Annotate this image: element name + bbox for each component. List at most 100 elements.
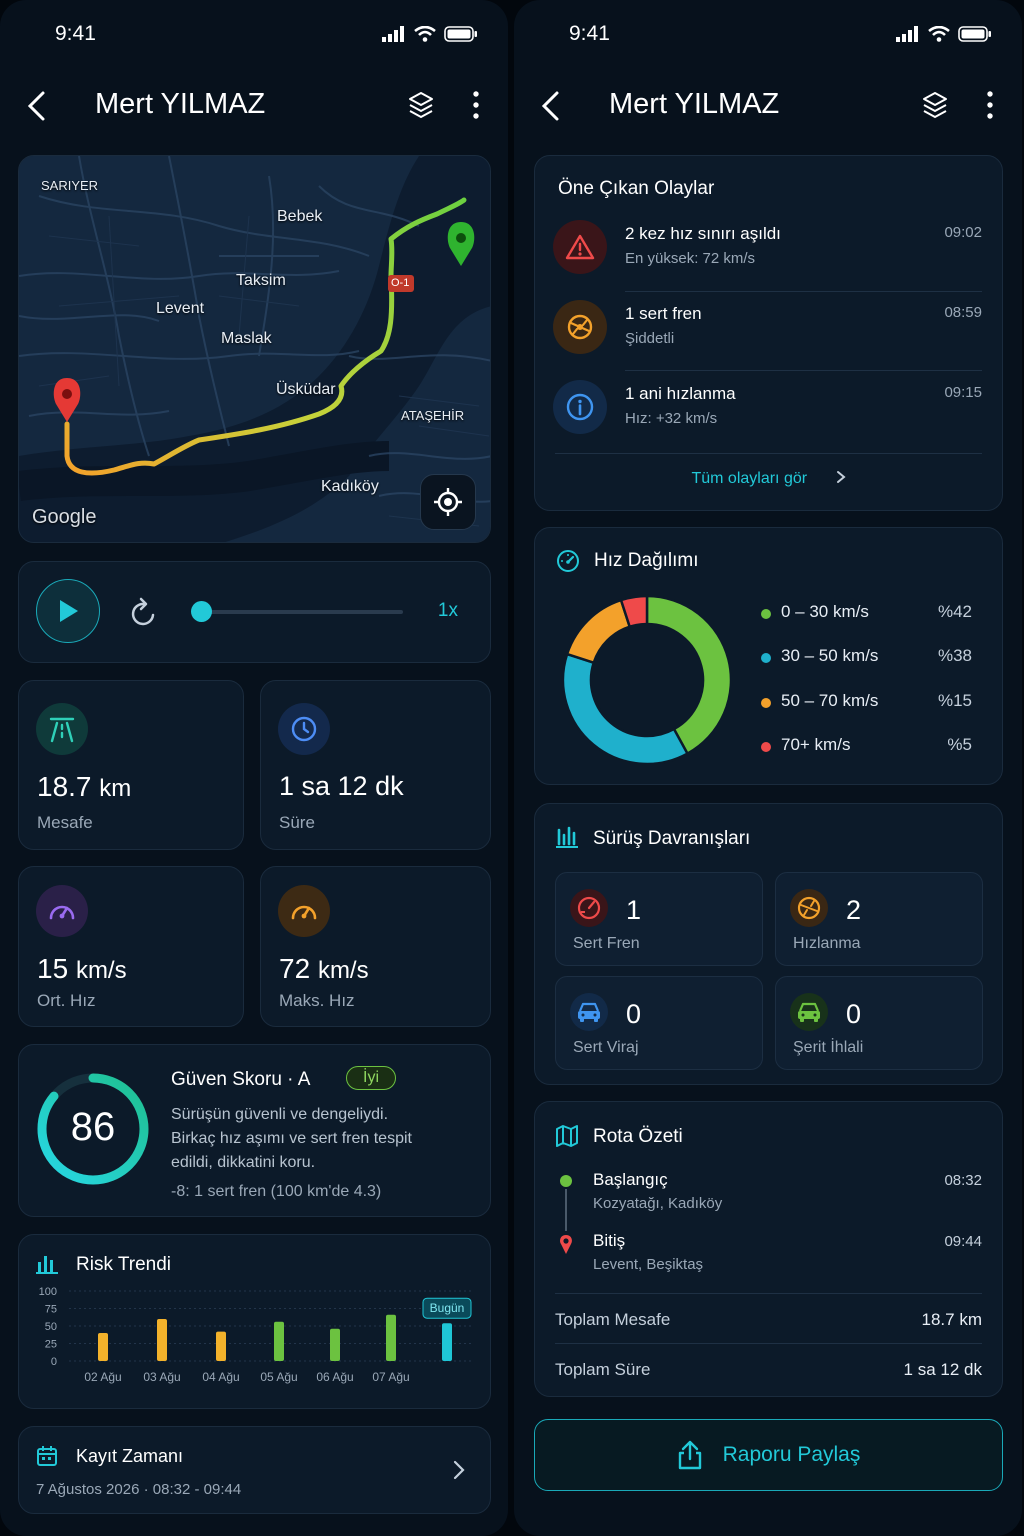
x-tick-label: 02 Ağu xyxy=(84,1370,121,1384)
see-all-events-link[interactable]: Tüm olayları gör xyxy=(535,470,1002,488)
legend-item: 0 – 30 km/s %42 xyxy=(761,602,972,626)
event-time: 09:15 xyxy=(944,384,982,401)
car-lane-icon xyxy=(790,993,828,1031)
gauge-icon xyxy=(557,550,579,572)
replay-icon[interactable] xyxy=(129,596,159,628)
stat-duration: 1 sa 12 dk Süre xyxy=(260,680,491,850)
battery-icon xyxy=(444,26,477,42)
duration-value: 1 sa 12 dk xyxy=(279,771,404,801)
risk-bar xyxy=(216,1331,226,1361)
behavior-count: 2 xyxy=(846,895,862,925)
behavior-label: Sert Fren xyxy=(573,935,640,952)
recenter-button[interactable] xyxy=(420,474,476,530)
risk-trend-card: Risk Trendi 100 75 50 25 0 02 Ağu 03 Ağu 04 Ağu… xyxy=(18,1234,491,1409)
map-label-kadikoy: Kadıköy xyxy=(321,478,379,495)
road-icon xyxy=(36,703,88,755)
signal-icon-2 xyxy=(896,26,918,42)
max-speed-label: Maks. Hız xyxy=(279,991,355,1010)
equalizer-icon xyxy=(556,826,578,848)
total-time-row: Toplam Süre 1 sa 12 dk xyxy=(555,1360,982,1379)
share-label: Raporu Paylaş xyxy=(722,1443,861,1466)
behavior-sharp-turn[interactable]: 0 Sert Viraj xyxy=(555,976,763,1070)
event-title: 1 ani hızlanma xyxy=(625,384,736,403)
record-time-card[interactable]: Kayıt Zamanı 7 Ağustos 2026 · 08:32 - 09… xyxy=(18,1426,491,1514)
speed-distribution-card: Hız Dağılımı 0 – 30 km/s %42 30 – 50 km/s… xyxy=(534,527,1003,785)
play-button[interactable] xyxy=(36,579,100,643)
stat-avg-speed: 15 km/s Ort. Hız xyxy=(18,866,244,1027)
layers-icon[interactable] xyxy=(408,90,434,120)
avg-speed-value: 15 km/s xyxy=(37,953,127,984)
risk-bar xyxy=(274,1321,284,1361)
risk-chart: 100 75 50 25 0 02 Ağu 03 Ağu 04 Ağu 05 Ağu 06 Ağu… xyxy=(39,1286,472,1384)
calendar-icon xyxy=(37,1446,57,1466)
event-row-acceleration[interactable]: 1 ani hızlanma Hız: +32 km/s 09:15 xyxy=(553,372,982,450)
brake-icon xyxy=(553,300,607,354)
acceleration-icon xyxy=(790,889,828,927)
map-icon xyxy=(556,1125,578,1147)
speed-donut-chart xyxy=(561,594,733,766)
clock-icon xyxy=(278,703,330,755)
end-pin-icon xyxy=(447,222,475,266)
safety-note: -8: 1 sert fren (100 km'de 4.3) xyxy=(171,1183,382,1200)
total-distance-row: Toplam Mesafe 18.7 km xyxy=(555,1310,982,1329)
start-label: Başlangıç xyxy=(593,1170,668,1189)
x-tick-label: 07 Ağu xyxy=(372,1370,409,1384)
legend-item: 70+ km/s %5 xyxy=(761,735,972,759)
speedometer-max-icon xyxy=(278,885,330,937)
more-vertical-icon[interactable] xyxy=(472,90,480,120)
event-row-speeding[interactable]: 2 kez hız sınırı aşıldı En yüksek: 72 km… xyxy=(553,212,982,290)
behavior-lane-violation[interactable]: 0 Şerit İhlali xyxy=(775,976,983,1070)
map-label-maslak: Maslak xyxy=(221,330,272,347)
route-summary-card: Rota Özeti Başlangıç Kozyatağı, Kadıköy … xyxy=(534,1101,1003,1397)
start-place: Kozyatağı, Kadıköy xyxy=(593,1195,723,1212)
behavior-acceleration[interactable]: 2 Hızlanma xyxy=(775,872,983,966)
event-title: 1 sert fren xyxy=(625,304,702,323)
slider-thumb[interactable] xyxy=(191,601,212,622)
page-title: Mert YILMAZ xyxy=(95,88,266,120)
risk-bar xyxy=(386,1314,396,1361)
share-report-button[interactable]: Raporu Paylaş xyxy=(534,1419,1003,1491)
end-place: Levent, Beşiktaş xyxy=(593,1256,704,1273)
chevron-right-icon xyxy=(836,471,846,483)
behavior-label: Hızlanma xyxy=(793,935,861,952)
donut-slice xyxy=(565,598,632,665)
events-card: Öne Çıkan Olaylar 2 kez hız sınırı aşıld… xyxy=(534,155,1003,511)
safety-score-card: 86 Güven Skoru · A İyi Sürüşün güvenli v… xyxy=(18,1044,491,1217)
risk-bar xyxy=(442,1323,452,1361)
y-tick-label: 100 xyxy=(39,1286,57,1298)
behavior-label: Sert Viraj xyxy=(573,1039,639,1056)
car-front-icon xyxy=(570,993,608,1031)
start-time: 08:32 xyxy=(944,1172,982,1189)
score-value: 86 xyxy=(70,1105,116,1149)
behavior-count: 0 xyxy=(846,999,862,1029)
risk-bar xyxy=(98,1333,108,1361)
behavior-count: 0 xyxy=(626,999,642,1029)
donut-slice xyxy=(561,652,690,766)
map-label-bebek: Bebek xyxy=(277,208,323,225)
wifi-icon xyxy=(414,26,436,42)
back-arrow-icon-2[interactable] xyxy=(540,90,562,122)
behavior-hard-brake[interactable]: 1 Sert Fren xyxy=(555,872,763,966)
chevron-right-icon xyxy=(453,1460,465,1480)
legend-item: 50 – 70 km/s %15 xyxy=(761,691,972,715)
behavior-label: Şerit İhlali xyxy=(793,1039,864,1056)
behaviors-title: Sürüş Davranışları xyxy=(593,828,751,849)
event-sub: Şiddetli xyxy=(625,330,675,347)
x-tick-label: 04 Ağu xyxy=(202,1370,239,1384)
safety-description: Sürüşün güvenli ve dengeliydi. Birkaç hı… xyxy=(171,1106,412,1171)
layers-icon-2[interactable] xyxy=(922,90,948,120)
more-vertical-icon-2[interactable] xyxy=(986,90,994,120)
y-tick-label: 0 xyxy=(51,1356,57,1368)
phone-right: 9:41 Mert YILMAZ Öne Çıkan Olaylar 2 kez… xyxy=(514,0,1022,1536)
max-speed-value: 72 km/s xyxy=(279,953,369,984)
speed-dist-title: Hız Dağılımı xyxy=(594,550,699,571)
status-bar-2: 9:41 xyxy=(514,22,1022,50)
playback-speed[interactable]: 1x xyxy=(437,600,458,621)
back-arrow-icon[interactable] xyxy=(26,90,48,122)
route-map[interactable]: SARIYER Bebek Taksim Levent Maslak Üsküd… xyxy=(18,155,491,543)
playback-slider[interactable] xyxy=(191,600,403,624)
speedometer-icon xyxy=(36,885,88,937)
driving-behaviors-card: Sürüş Davranışları 1 Sert Fren 2 Hızlanm… xyxy=(534,803,1003,1085)
event-row-braking[interactable]: 1 sert fren Şiddetli 08:59 xyxy=(553,292,982,370)
divider xyxy=(625,370,982,371)
